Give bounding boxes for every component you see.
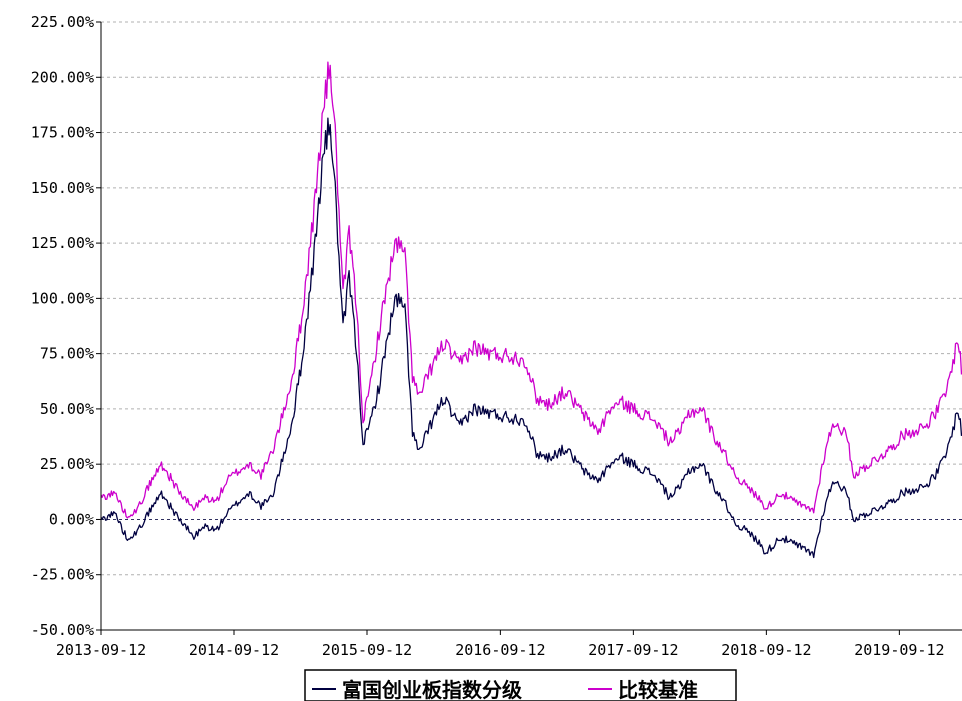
y-tick-label: 225.00% (31, 13, 94, 31)
series-line-benchmark (100, 61, 962, 519)
x-tick-label: 2016-09-12 (455, 641, 545, 659)
x-tick-label: 2019-09-12 (854, 641, 944, 659)
x-tick-label: 2018-09-12 (721, 641, 811, 659)
y-axis-tick-labels: -50.00% -25.00% 0.00% 25.00% 50.00% 75.00% 100… (31, 13, 101, 639)
y-tick-label: -50.00% (31, 621, 94, 639)
x-tick-label: 2014-09-12 (189, 641, 279, 659)
x-tick-label: 2017-09-12 (588, 641, 678, 659)
y-tick-label: -25.00% (31, 566, 94, 584)
legend-label-benchmark: 比较基准 (618, 678, 698, 701)
y-tick-label: 100.00% (31, 289, 94, 307)
y-tick-label: 125.00% (31, 234, 94, 252)
legend-label-fund: 富国创业板指数分级 (342, 678, 522, 701)
legend: 富国创业板指数分级 比较基准 (304, 669, 737, 701)
y-tick-label: 50.00% (40, 400, 94, 418)
y-tick-label: 0.00% (49, 510, 94, 528)
y-tick-label: 25.00% (40, 455, 94, 473)
x-axis-tick-labels: 2013-09-12 2014-09-12 2015-09-12 2016-09-12… (56, 630, 945, 659)
y-tick-label: 75.00% (40, 345, 94, 363)
x-tick-label: 2013-09-12 (56, 641, 146, 659)
series-line-fund (100, 117, 962, 559)
grid-lines (101, 21, 962, 576)
y-tick-label: 200.00% (31, 68, 94, 86)
legend-box (304, 669, 737, 701)
x-tick-label: 2015-09-12 (322, 641, 412, 659)
series-lines (100, 61, 962, 559)
y-tick-label: 150.00% (31, 179, 94, 197)
y-tick-label: 175.00% (31, 124, 94, 142)
